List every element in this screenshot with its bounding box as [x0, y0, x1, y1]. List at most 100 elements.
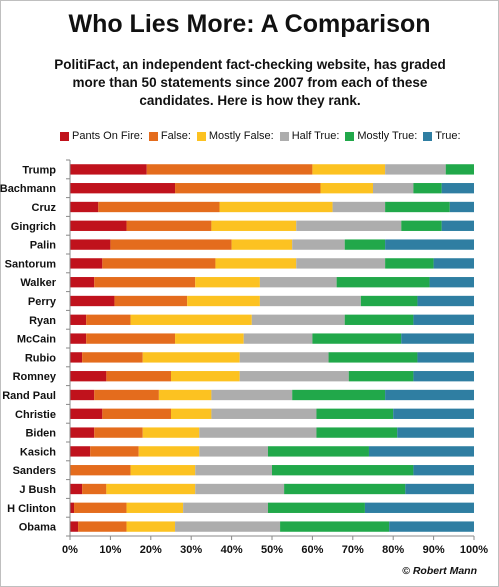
chart-legend: Pants On Fire: False: Mostly False: Half Tr…: [60, 130, 499, 142]
bar-segment: [126, 521, 176, 532]
bar-segment: [251, 314, 345, 325]
x-tick-label: 40%: [221, 544, 243, 556]
category-label: McCain: [17, 334, 56, 346]
bar-segment: [195, 465, 272, 476]
x-tick-label: 60%: [301, 544, 323, 556]
bar-segment: [70, 371, 107, 382]
bar-segment: [82, 483, 107, 495]
bar-segment: [142, 427, 200, 438]
bar-segment: [215, 258, 297, 269]
bar-segment: [175, 521, 281, 532]
bar-segment: [441, 220, 474, 231]
bar-segment: [171, 371, 240, 382]
bar-segment: [316, 408, 394, 419]
bar-segment: [130, 465, 196, 476]
bar-segment: [78, 521, 127, 532]
chart-credit: © Robert Mann: [402, 565, 477, 577]
bar-segment: [344, 239, 386, 250]
bar-segment: [70, 164, 147, 175]
bar-segment: [385, 239, 474, 250]
category-label: Bachmann: [0, 183, 56, 195]
bar-segment: [385, 258, 434, 269]
legend-item: Mostly True:: [345, 130, 417, 142]
x-tick-label: 30%: [180, 544, 202, 556]
bar-segment: [70, 220, 127, 231]
legend-item: False:: [148, 130, 191, 142]
category-label: H Clinton: [7, 503, 56, 515]
bar-segment: [70, 258, 103, 269]
bar-segment: [332, 201, 386, 213]
bar-segment: [364, 502, 474, 513]
bar-segment: [239, 352, 329, 363]
bar-segment: [70, 333, 87, 344]
legend-item: True:: [423, 130, 461, 142]
category-label: Rand Paul: [2, 390, 56, 402]
legend-item: Pants On Fire:: [60, 130, 143, 142]
bar-segment: [195, 483, 285, 495]
chart-title: Who Lies More: A Comparison: [68, 10, 431, 38]
bar-segment: [413, 183, 442, 194]
legend-label: False:: [160, 130, 191, 142]
bar-segment: [405, 483, 474, 495]
bar-segment: [94, 277, 196, 288]
bar-segment: [259, 295, 361, 307]
legend-label: Pants On Fire:: [72, 130, 143, 142]
bar-segment: [328, 352, 418, 363]
bar-segment: [130, 314, 252, 325]
bar-segment: [344, 314, 414, 325]
bar-segment: [312, 333, 402, 344]
category-label: Gingrich: [11, 221, 57, 233]
bar-segment: [373, 183, 414, 194]
bar-segment: [368, 446, 474, 457]
bar-segment: [211, 220, 297, 231]
bar-segment: [401, 220, 442, 231]
x-tick-label: 70%: [342, 544, 364, 556]
category-label: Obama: [19, 522, 57, 534]
x-tick-label: 0%: [62, 544, 78, 556]
bar-segment: [70, 183, 176, 194]
bar-segment: [243, 333, 313, 344]
bar-segment: [231, 239, 293, 250]
bar-segment: [94, 427, 143, 438]
bar-segment: [98, 201, 220, 213]
bar-segment: [187, 295, 260, 307]
bar-segment: [348, 371, 414, 382]
category-label: Cruz: [32, 202, 57, 214]
bar-segment: [296, 220, 402, 231]
bar-segment: [259, 277, 337, 288]
bar-segment: [70, 408, 103, 419]
category-label: Christie: [15, 409, 56, 421]
bar-segment: [320, 183, 373, 194]
bar-segment: [102, 258, 216, 269]
legend-swatch: [345, 131, 355, 141]
bar-segment: [171, 408, 212, 419]
bar-segment: [284, 483, 406, 495]
category-label: Rubio: [25, 352, 56, 364]
bar-segment: [70, 427, 95, 438]
category-label: Sanders: [13, 465, 56, 477]
bar-segment: [199, 427, 317, 438]
bar-segment: [82, 352, 143, 363]
bar-segment: [312, 164, 386, 175]
bar-segment: [389, 521, 474, 532]
bar-segment: [239, 371, 349, 382]
bar-segment: [385, 164, 446, 175]
legend-label: True:: [435, 130, 461, 142]
bar-segment: [70, 521, 79, 532]
legend-swatch: [423, 131, 433, 141]
bar-segment: [126, 220, 212, 231]
bar-segment: [70, 201, 99, 213]
legend-item: Half True:: [279, 130, 339, 142]
bar-segment: [70, 314, 87, 325]
bar-segment: [146, 164, 313, 175]
bar-segment: [70, 295, 115, 307]
bar-segment: [267, 502, 365, 513]
legend-swatch: [148, 131, 158, 141]
bar-segment: [397, 427, 474, 438]
bar-segment: [272, 465, 414, 476]
bar-segment: [138, 446, 200, 457]
bar-segment: [199, 446, 268, 457]
bar-segment: [211, 389, 293, 401]
bar-segment: [445, 164, 474, 175]
x-tick-label: 50%: [261, 544, 283, 556]
